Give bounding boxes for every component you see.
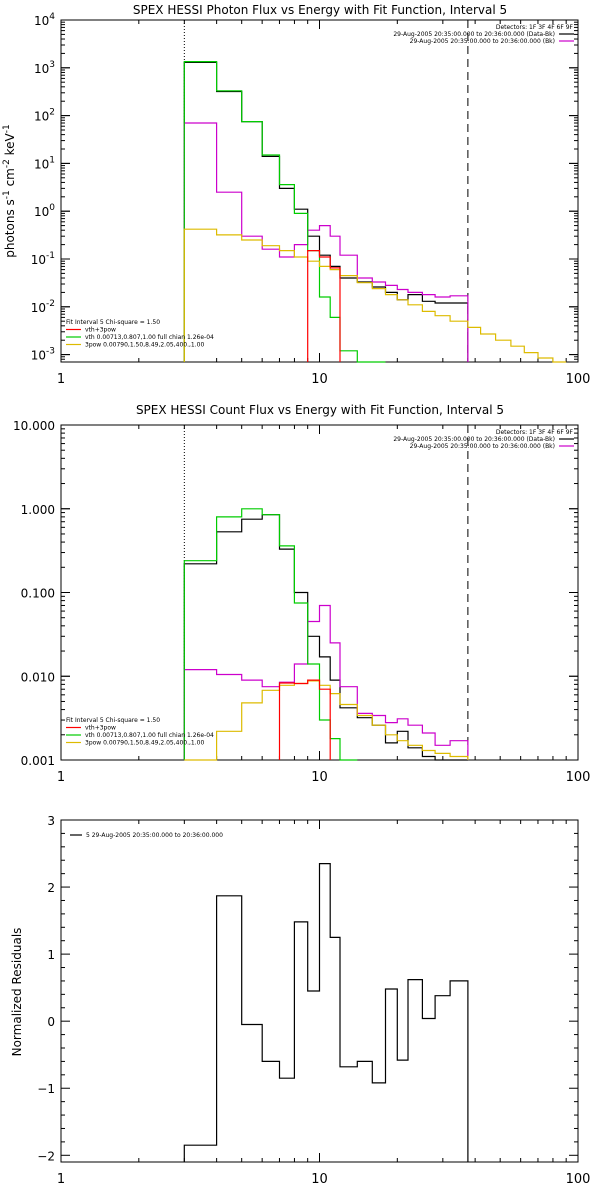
x-tick-label: 100 <box>566 770 591 785</box>
series-3-line <box>183 228 567 363</box>
y-tick-label: 104 <box>34 12 55 28</box>
y-tick-label: 1.000 <box>21 503 55 517</box>
y-tick-label: 10.000 <box>13 419 55 433</box>
legend-entry: 3pow 0.00790,1.50,8.49,2.05,400.,1.00 <box>85 342 204 349</box>
series-1-line <box>183 122 469 362</box>
series-1-line <box>183 604 469 760</box>
series-0-line <box>183 514 468 761</box>
y-axis-label: Normalized Residuals <box>10 928 24 1057</box>
legend-entry: 3pow 0.00790,1.50,8.49,2.05,400.,1.00 <box>85 740 204 747</box>
x-tick-label: 10 <box>311 372 328 387</box>
series-2-line <box>183 508 358 761</box>
y-tick-label: 100 <box>34 203 55 219</box>
series-4-line <box>278 679 331 760</box>
legend-entry: Fit Interval 5 Chi-square = 1.50 <box>66 717 160 724</box>
chart-title: SPEX HESSI Count Flux vs Energy with Fit… <box>136 403 504 417</box>
x-tick-label: 1 <box>57 372 65 387</box>
series-0-line <box>183 61 469 362</box>
y-tick-label: −1 <box>37 1082 55 1096</box>
series-4-line <box>307 250 341 362</box>
chart-title: SPEX HESSI Photon Flux vs Energy with Fi… <box>133 3 507 17</box>
legend-entry: Fit Interval 5 Chi-square = 1.50 <box>66 319 160 326</box>
panel-photon-flux: SPEX HESSI Photon Flux vs Energy with Fi… <box>2 3 590 387</box>
legend-entry: 29-Aug-2005 20:35:00.000 to 20:36:00.000… <box>393 31 555 38</box>
y-tick-label: 1 <box>47 948 55 962</box>
y-tick-label: 101 <box>34 155 55 171</box>
y-tick-label: 3 <box>47 814 55 828</box>
y-tick-label: −2 <box>37 1149 55 1163</box>
legend-entry: 29-Aug-2005 20:35:00.000 to 20:36:00.000… <box>393 436 555 443</box>
marks: 1 10 100 10.000 1.000 0.100 0.010 0.001 Detector… <box>13 419 590 785</box>
y-tick-label: 10-3 <box>31 347 55 363</box>
legend-entry: vth 0.00713,0.807,1.00 full chian 1.26e-… <box>85 334 214 341</box>
legend-entry: Detectors: 1F 3F 4F 6F 9F <box>496 24 574 31</box>
y-axis-label: photons s-1 cm-2 keV-1 <box>2 124 17 258</box>
panel-count-flux: SPEX HESSI Count Flux vs Energy with Fit… <box>13 403 590 785</box>
marks: 1 10 100 104 103 102 101 100 10-1 10-2 10-3 Detecto… <box>31 12 591 387</box>
y-tick-label: 10-1 <box>31 251 55 267</box>
y-tick-label: 0.100 <box>21 587 55 601</box>
series-0-line <box>183 862 469 1162</box>
series-3-line <box>184 680 469 761</box>
legend-entry: Detectors: 1F 3F 4F 6F 9F <box>496 429 574 436</box>
x-tick-label: 1 <box>57 770 65 785</box>
series-2-line <box>183 60 386 363</box>
legend-entry: vth+3pow <box>85 327 116 334</box>
x-tick-label: 10 <box>311 1172 328 1187</box>
legend-entry: 29-Aug-2005 20:35:00.000 to 20:36:00.000… <box>410 443 555 450</box>
y-tick-label: 0.001 <box>21 754 55 768</box>
legend-entry: 5 29-Aug-2005 20:35:00.000 to 20:36:00.0… <box>86 832 223 839</box>
legend-entry: 29-Aug-2005 20:35:00.000 to 20:36:00.000… <box>410 38 555 45</box>
y-tick-label: 0.010 <box>21 670 55 684</box>
plot-frame <box>60 19 579 363</box>
x-tick-label: 100 <box>566 1172 591 1187</box>
y-tick-label: 2 <box>47 881 55 895</box>
x-tick-label: 100 <box>566 372 591 387</box>
y-tick-label: 10-2 <box>31 299 55 315</box>
legend-entry: vth+3pow <box>85 725 116 732</box>
x-tick-label: 1 <box>57 1172 65 1187</box>
legend-entry: vth 0.00713,0.807,1.00 full chian 1.26e-… <box>85 732 214 739</box>
x-tick-label: 10 <box>311 770 328 785</box>
y-tick-label: 102 <box>34 108 55 124</box>
y-tick-label: 0 <box>47 1015 55 1029</box>
y-tick-label: 103 <box>34 60 55 76</box>
